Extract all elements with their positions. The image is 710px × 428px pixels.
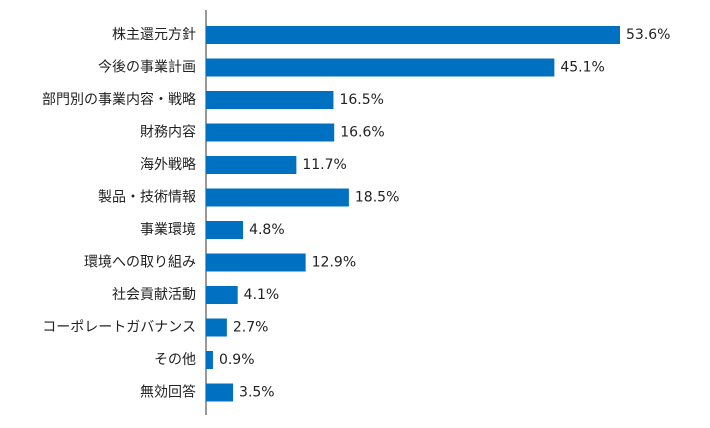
category-label: 財務内容 [140,124,196,141]
bars-group [206,26,621,402]
bar [206,123,335,142]
bar [206,188,349,207]
value-label: 0.9% [219,352,255,368]
bar [206,26,621,44]
value-label: 16.5% [339,92,383,108]
value-labels-group: 53.6% 45.1% 16.5% 16.6% 11.7% 18.5% 4.8% 12.9% 4… [219,27,671,401]
category-label: 製品・技術情報 [98,190,196,206]
value-label: 45.1% [560,60,604,76]
bar [206,383,234,402]
category-label: 社会貢献活動 [112,287,196,303]
bar [206,91,334,109]
category-label: 部門別の事業内容・戦略 [42,91,196,108]
bar [206,286,238,304]
value-label: 3.5% [239,385,275,401]
value-label: 4.1% [244,287,280,303]
value-label: 12.9% [312,255,356,271]
bar [206,58,555,77]
value-label: 18.5% [355,190,399,206]
value-label: 53.6% [626,27,670,43]
value-label: 4.8% [249,222,285,238]
bar [206,156,297,174]
bar [206,318,227,337]
bar [206,253,306,272]
category-label: コーポレートガバナンス [42,320,196,336]
category-label: 株主還元方針 [112,27,196,43]
value-label: 11.7% [302,157,346,173]
bar [206,351,213,369]
category-labels-group: 株主還元方針今後の事業計画部門別の事業内容・戦略財務内容海外戦略製品・技術情報事… [42,27,196,401]
category-label: 事業環境 [140,222,196,238]
category-label: 海外戦略 [140,157,196,173]
category-label: 今後の事業計画 [98,60,196,76]
category-label: 環境への取り組み [84,255,196,271]
value-label: 16.6% [340,125,384,141]
bar [206,221,244,239]
category-label: 無効回答 [140,384,196,401]
value-label: 2.7% [233,320,269,336]
category-label: その他 [154,352,196,368]
